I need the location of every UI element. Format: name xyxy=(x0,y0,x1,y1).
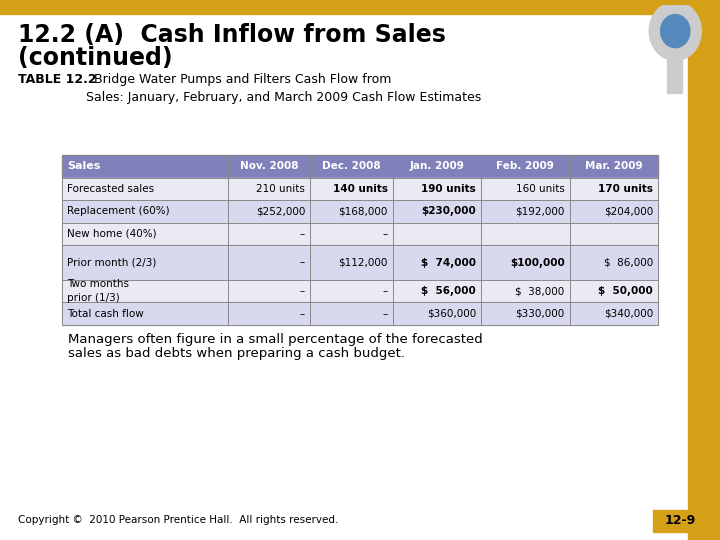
Text: Managers often figure in a small percentage of the forecasted: Managers often figure in a small percent… xyxy=(68,333,482,346)
Text: Nov. 2008: Nov. 2008 xyxy=(240,161,298,171)
Text: sales as bad debts when preparing a cash budget.: sales as bad debts when preparing a cash… xyxy=(68,347,405,360)
Text: $360,000: $360,000 xyxy=(427,309,476,319)
Text: –: – xyxy=(300,229,305,239)
Text: prior (1/3): prior (1/3) xyxy=(67,293,120,303)
Bar xyxy=(62,200,658,222)
Text: –: – xyxy=(300,286,305,296)
Text: Mar. 2009: Mar. 2009 xyxy=(585,161,642,171)
Circle shape xyxy=(661,15,690,48)
Text: $  38,000: $ 38,000 xyxy=(516,286,564,296)
Text: $340,000: $340,000 xyxy=(604,309,653,319)
Bar xyxy=(62,280,658,302)
Bar xyxy=(667,42,682,93)
Text: 12.2 (A)  Cash Inflow from Sales: 12.2 (A) Cash Inflow from Sales xyxy=(18,23,446,47)
Text: Forecasted sales: Forecasted sales xyxy=(67,184,154,194)
Text: TABLE 12.2: TABLE 12.2 xyxy=(18,73,96,86)
Text: Feb. 2009: Feb. 2009 xyxy=(496,161,554,171)
Text: $192,000: $192,000 xyxy=(516,206,564,217)
Text: Sales: Sales xyxy=(67,161,100,171)
Text: $168,000: $168,000 xyxy=(338,206,387,217)
Circle shape xyxy=(649,2,701,60)
Text: (continued): (continued) xyxy=(18,46,173,70)
Text: Bridge Water Pumps and Filters Cash Flow from
Sales: January, February, and Marc: Bridge Water Pumps and Filters Cash Flow… xyxy=(86,73,481,104)
Text: 190 units: 190 units xyxy=(421,184,476,194)
Text: $  56,000: $ 56,000 xyxy=(421,286,476,296)
Text: $100,000: $100,000 xyxy=(510,258,564,267)
Text: –: – xyxy=(300,258,305,267)
Text: –: – xyxy=(300,309,305,319)
Text: $330,000: $330,000 xyxy=(516,309,564,319)
Bar xyxy=(62,155,658,178)
Text: $112,000: $112,000 xyxy=(338,258,387,267)
Bar xyxy=(62,245,658,280)
Text: $230,000: $230,000 xyxy=(421,206,476,217)
Text: –: – xyxy=(382,286,387,296)
Bar xyxy=(653,510,708,532)
Text: Copyright ©  2010 Pearson Prentice Hall.  All rights reserved.: Copyright © 2010 Pearson Prentice Hall. … xyxy=(18,515,338,525)
Text: $  50,000: $ 50,000 xyxy=(598,286,653,296)
Text: –: – xyxy=(382,229,387,239)
Text: $204,000: $204,000 xyxy=(604,206,653,217)
Text: 160 units: 160 units xyxy=(516,184,564,194)
Bar xyxy=(688,14,720,540)
Bar xyxy=(62,178,658,200)
Text: 12-9: 12-9 xyxy=(665,515,696,528)
Text: 170 units: 170 units xyxy=(598,184,653,194)
Text: Jan. 2009: Jan. 2009 xyxy=(410,161,464,171)
Text: –: – xyxy=(382,309,387,319)
Text: $252,000: $252,000 xyxy=(256,206,305,217)
Bar xyxy=(0,0,720,14)
Text: 210 units: 210 units xyxy=(256,184,305,194)
Text: New home (40%): New home (40%) xyxy=(67,229,157,239)
Text: $  74,000: $ 74,000 xyxy=(421,258,476,267)
Text: 140 units: 140 units xyxy=(333,184,387,194)
Text: Total cash flow: Total cash flow xyxy=(67,309,144,319)
Text: Two months: Two months xyxy=(67,279,129,289)
Bar xyxy=(62,222,658,245)
Text: Prior month (2/3): Prior month (2/3) xyxy=(67,258,156,267)
Text: $  86,000: $ 86,000 xyxy=(604,258,653,267)
Text: Replacement (60%): Replacement (60%) xyxy=(67,206,170,217)
Bar xyxy=(62,302,658,325)
Text: Dec. 2008: Dec. 2008 xyxy=(322,161,381,171)
